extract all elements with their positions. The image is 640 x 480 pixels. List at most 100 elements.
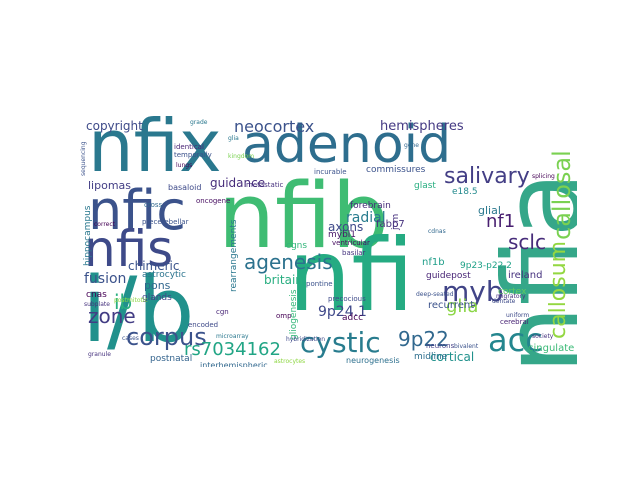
- word-uniform: uniform: [506, 312, 530, 319]
- word-oncogene: oncogene: [196, 197, 231, 205]
- word-correct: correct: [94, 221, 116, 228]
- word-granule: granule: [88, 351, 111, 358]
- word-ventricular: ventricular: [332, 239, 370, 247]
- word-myb: myb: [442, 275, 504, 308]
- word-callosal: callosal: [548, 150, 576, 240]
- word-gene: gene: [404, 142, 419, 149]
- word-astrocytic: astrocytic: [142, 270, 186, 280]
- word-cerebral: cerebral: [500, 318, 529, 326]
- word-ib: ib: [114, 290, 133, 314]
- word-acc: acc: [488, 321, 543, 359]
- word-precerebellar: precerebellar: [142, 218, 189, 226]
- word-cortex: cortex: [498, 287, 527, 297]
- word-agenesis: agenesis: [244, 250, 333, 274]
- word-hippocampus: hippocampus: [83, 205, 93, 266]
- word-sclc: sclc: [508, 230, 546, 254]
- word-metastatic: metastatic: [246, 181, 284, 189]
- word-sequencing: sequencing: [80, 141, 87, 177]
- word-cloud: nfia nfib nfix i/b nfi adenoid nfic nfis…: [80, 116, 577, 367]
- word-basaloid: basaloid: [168, 183, 202, 192]
- word-nfi: nfi: [288, 217, 415, 334]
- word-nfis: nfis: [84, 220, 174, 278]
- word-cdnas: cdnas: [428, 228, 446, 235]
- word-neurogenesis: neurogenesis: [346, 356, 400, 365]
- word-cingulate: cingulate: [528, 343, 575, 354]
- word-9p22: 9p22: [398, 327, 449, 351]
- word-postmitotic: postmitotic: [114, 297, 148, 304]
- word-lipomas: lipomas: [88, 179, 132, 192]
- word-grade: grade: [190, 119, 208, 126]
- word-fusion: fusion: [84, 271, 127, 287]
- word-midline: midline: [414, 352, 448, 362]
- word-zone: zone: [88, 304, 136, 328]
- word-adcc: adcc: [342, 313, 364, 323]
- word-temporally: temporally: [174, 151, 212, 159]
- word-dentate: dentate: [492, 298, 516, 305]
- word-glial: glial: [478, 204, 501, 217]
- word-recurrent: recurrent: [428, 300, 475, 311]
- word-e18-5: e18.5: [452, 187, 478, 197]
- word-nf1: nf1: [486, 211, 516, 232]
- word-postnatal: postnatal: [150, 354, 193, 364]
- word-9p23-p22-2: 9p23-p22.2: [460, 261, 512, 271]
- word-cgn: cgn: [216, 308, 229, 316]
- word-rs7034162: rs7034162: [184, 339, 281, 360]
- word-britain: britain: [264, 273, 303, 287]
- word-glands: glands: [142, 293, 172, 303]
- word-interhemispheric: interhemispheric: [200, 361, 268, 368]
- word-society: society: [532, 333, 554, 340]
- word-i-b: i/b: [82, 258, 195, 363]
- word-pons: pons: [144, 279, 171, 292]
- word-jcm: jcm: [391, 213, 401, 230]
- word-rearrangements: rearrangements: [229, 219, 239, 293]
- word-glia-large: glia: [446, 296, 479, 317]
- word-commissures: commissures: [366, 165, 426, 175]
- word-glia-small: glia: [228, 135, 239, 142]
- word-cases: cases: [122, 335, 139, 342]
- word-chimeric: chimeric: [128, 259, 180, 273]
- word-omp: omp: [276, 312, 292, 320]
- word-encoded: encoded: [188, 321, 219, 329]
- word-fabp7: fabp7: [376, 219, 405, 230]
- word-neurons: neurons: [426, 342, 455, 350]
- word-9p24-1: 9p24.1: [318, 304, 367, 320]
- word-axons: axons: [328, 220, 364, 234]
- word-radial: radial: [346, 210, 386, 226]
- word-identical: identical: [174, 143, 204, 151]
- word-salivary: salivary: [444, 164, 530, 189]
- word-nfix: nfix: [88, 116, 222, 188]
- word-cross: cross: [144, 201, 163, 209]
- word-microarray: microarray: [216, 333, 249, 340]
- word-pontine: pontine: [306, 280, 333, 288]
- word-deep-seated: deep-seated: [416, 291, 454, 298]
- word-adenoid: adenoid: [242, 116, 452, 175]
- word-lungs: lungs: [176, 162, 193, 169]
- word-forebrain: forebrain: [350, 201, 391, 211]
- word-mybl1: mybl1: [328, 230, 357, 240]
- word-cgns: cgns: [286, 241, 308, 251]
- word-glast: glast: [414, 181, 436, 191]
- word-ireland: ireland: [508, 270, 543, 281]
- word-guidepost: guidepost: [426, 271, 471, 281]
- word-cystic: cystic: [300, 326, 381, 359]
- word-cnas: cnas: [86, 290, 107, 300]
- word-incurable: incurable: [314, 168, 347, 176]
- word-copyright: copyright: [86, 119, 143, 133]
- word-corpus: corpus: [126, 323, 207, 351]
- word-bivalent: bivalent: [454, 343, 479, 350]
- word-nf1b: nf1b: [422, 257, 445, 268]
- word-callosum: callosum: [546, 240, 571, 339]
- word-migratory: migratory: [496, 293, 526, 300]
- word-precocious: precocious: [328, 295, 366, 303]
- word-subplate: subplate: [84, 301, 110, 308]
- word-hybridization: hybridization: [286, 336, 326, 343]
- word-basilar: basilar: [342, 249, 366, 257]
- word-guidance: guidance: [210, 176, 266, 190]
- word-neocortex: neocortex: [234, 117, 315, 136]
- word-kingdom: kingdom: [228, 153, 255, 160]
- word-nfib: nfib: [218, 164, 389, 269]
- word-astrocytes: astrocytes: [274, 358, 306, 365]
- word-hemispheres: hemispheres: [380, 119, 464, 134]
- word-cortical: cortical: [430, 350, 475, 364]
- word-splicing: splicing: [532, 173, 555, 180]
